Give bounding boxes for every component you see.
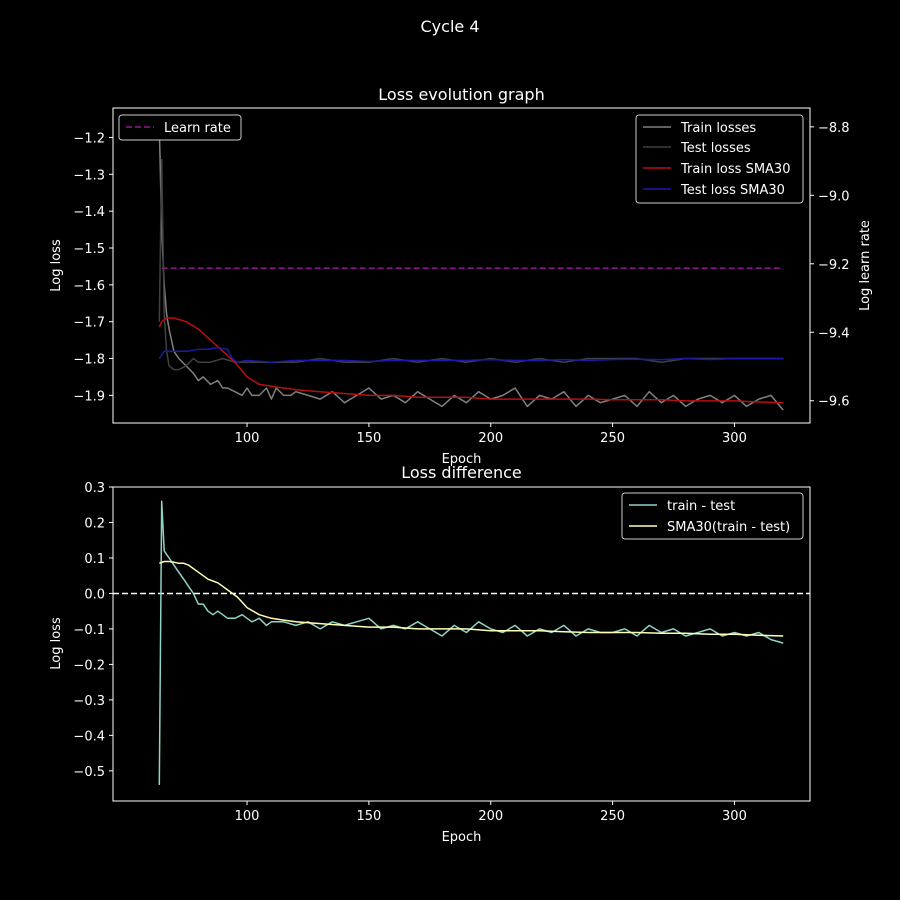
p1-ytick-label: −1.4 bbox=[73, 205, 105, 220]
legend-train-sma-label: Train loss SMA30 bbox=[680, 162, 790, 177]
loss-evolution-plot-area bbox=[158, 126, 784, 411]
difference-legend: train - test SMA30(train - test) bbox=[621, 492, 804, 540]
loss-difference-title: Loss difference bbox=[401, 463, 522, 482]
p2-ytick-label: −0.4 bbox=[73, 729, 105, 744]
loss-difference-xlabel: Epoch bbox=[442, 830, 482, 845]
p2-ytick-label: 0.3 bbox=[84, 481, 105, 496]
p1-y2tick-label: −9.2 bbox=[818, 258, 850, 273]
p2-xtick-label: 150 bbox=[356, 809, 381, 824]
p2-ytick-label: 0.1 bbox=[84, 552, 105, 567]
p1-ytick-label: −1.9 bbox=[73, 389, 105, 404]
series-train-losses-line bbox=[158, 126, 784, 411]
series-train-loss-sma30-line bbox=[158, 317, 784, 404]
series-test-loss-sma30-line bbox=[158, 346, 784, 363]
p2-ytick-label: −0.2 bbox=[73, 658, 105, 673]
p1-ytick-label: −1.3 bbox=[73, 168, 105, 183]
p2-ytick-label: 0.0 bbox=[84, 587, 105, 602]
p1-y2tick-label: −9.4 bbox=[818, 326, 850, 341]
losses-legend: Train losses Test losses Train loss SMA3… bbox=[635, 114, 804, 204]
p2-xtick-label: 100 bbox=[235, 809, 260, 824]
loss-evolution-ylabel: Log loss bbox=[49, 239, 64, 292]
p1-y2tick-label: −8.8 bbox=[818, 121, 850, 136]
series-sma30-train-test-line bbox=[159, 560, 784, 637]
p1-ytick-label: −1.5 bbox=[73, 242, 105, 257]
p2-ytick-label: −0.1 bbox=[73, 623, 105, 638]
p1-xtick-label: 250 bbox=[600, 431, 625, 446]
p1-xtick-label: 100 bbox=[235, 431, 260, 446]
loss-evolution-axes: 100 150 200 250 300 −1.9 −1.8 −1.7 −1.6 −1.5 −1.4 −… bbox=[73, 121, 849, 446]
p1-xtick-label: 200 bbox=[478, 431, 503, 446]
loss-evolution-xlabel: Epoch bbox=[442, 452, 482, 467]
p1-xtick-label: 300 bbox=[722, 431, 747, 446]
figure-suptitle: Cycle 4 bbox=[421, 17, 480, 36]
legend-train-test-label: train - test bbox=[667, 499, 735, 514]
loss-evolution-title: Loss evolution graph bbox=[378, 85, 544, 104]
p2-xtick-label: 300 bbox=[722, 809, 747, 824]
legend-learn-rate-label: Learn rate bbox=[164, 121, 231, 136]
loss-difference-axes: 100 150 200 250 300 0.3 0.2 0.1 0.0 −0.1 −0.2 −0.3 −… bbox=[73, 481, 746, 824]
learn-rate-legend: Learn rate bbox=[118, 114, 242, 141]
legend-test-losses-label: Test losses bbox=[680, 141, 751, 156]
p1-ytick-label: −1.7 bbox=[73, 316, 105, 331]
p1-ytick-label: −1.2 bbox=[73, 131, 105, 146]
p2-ytick-label: −0.3 bbox=[73, 694, 105, 709]
loss-difference-frame bbox=[112, 486, 811, 802]
p1-ytick-label: −1.6 bbox=[73, 279, 105, 294]
loss-difference-plot-area bbox=[113, 500, 810, 786]
p1-xtick-label: 150 bbox=[356, 431, 381, 446]
p1-y2tick-label: −9.6 bbox=[818, 395, 850, 410]
p2-ytick-label: −0.5 bbox=[73, 765, 105, 780]
p2-xtick-label: 200 bbox=[478, 809, 503, 824]
legend-test-sma-label: Test loss SMA30 bbox=[680, 183, 785, 198]
loss-evolution-frame bbox=[112, 107, 811, 424]
p2-xtick-label: 250 bbox=[600, 809, 625, 824]
series-train-test-line bbox=[158, 500, 784, 786]
p1-y2tick-label: −9.0 bbox=[818, 189, 850, 204]
loss-evolution-y2label: Log learn rate bbox=[858, 220, 873, 311]
legend-train-losses-label: Train losses bbox=[680, 121, 756, 136]
p1-ytick-label: −1.8 bbox=[73, 353, 105, 368]
loss-difference-panel: Loss difference Epoch Log loss 100 150 200… bbox=[49, 463, 811, 845]
p2-ytick-label: 0.2 bbox=[84, 516, 105, 531]
legend-sma-diff-label: SMA30(train - test) bbox=[667, 520, 790, 535]
loss-difference-ylabel: Log loss bbox=[49, 617, 64, 670]
loss-evolution-panel: Loss evolution graph Epoch Log loss Log … bbox=[49, 85, 873, 467]
